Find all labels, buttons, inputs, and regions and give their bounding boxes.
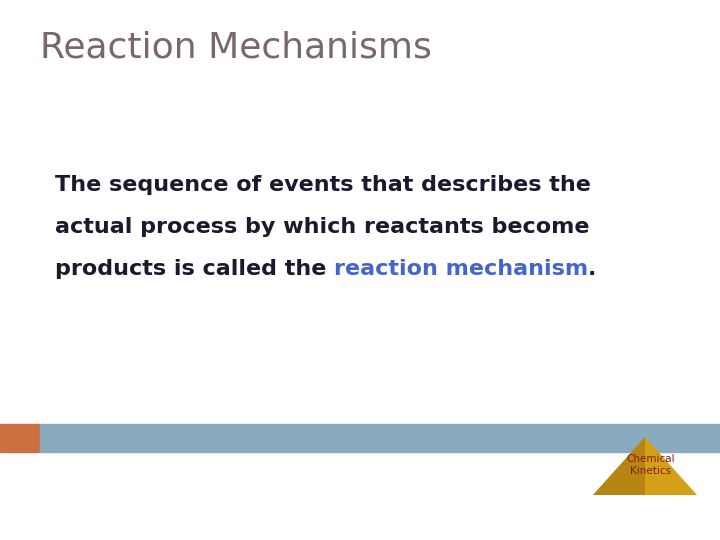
Text: The sequence of events that describes the: The sequence of events that describes th… [55, 175, 591, 195]
Bar [0, 424, 40, 452]
Text: reaction mechanism: reaction mechanism [334, 259, 588, 279]
Text: Chemical
Kinetics: Chemical Kinetics [626, 454, 675, 476]
Text: actual process by which reactants become: actual process by which reactants become [55, 217, 590, 237]
Polygon shape [593, 437, 697, 495]
Polygon shape [593, 437, 645, 495]
Text: products is called the: products is called the [55, 259, 334, 279]
Text: .: . [588, 259, 597, 279]
Bar [40, 424, 720, 452]
Text: Reaction Mechanisms: Reaction Mechanisms [40, 30, 432, 64]
